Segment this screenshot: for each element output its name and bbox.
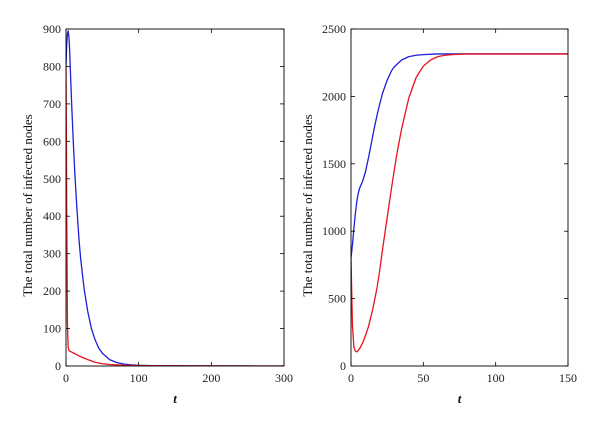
- y-tick-label: 2000: [322, 89, 346, 103]
- x-axis-label: t: [173, 391, 177, 406]
- y-axis-label: The total number of infected nodes: [300, 114, 315, 296]
- y-tick-label: 200: [43, 284, 61, 298]
- chart-panel-1: 0 100 200 300 0 100 200 300 400 500 600 700 800 900 t T…: [20, 22, 293, 406]
- y-tick-label: 1000: [322, 224, 346, 238]
- y-tick-label: 0: [340, 359, 346, 373]
- y-axis-label: The total number of infected nodes: [20, 114, 35, 296]
- x-tick-label: 0: [348, 371, 354, 385]
- y-tick-label: 1500: [322, 157, 346, 171]
- x-tick-label: 100: [130, 371, 148, 385]
- y-tick-label: 300: [43, 247, 61, 261]
- y-tick-label: 500: [328, 292, 346, 306]
- y-tick-label: 900: [43, 22, 61, 36]
- series-line-1: [351, 53, 568, 259]
- y-tick-label: 500: [43, 172, 61, 186]
- y-tick-label: 0: [55, 359, 61, 373]
- y-tick-label: 800: [43, 59, 61, 73]
- series-line-1: [66, 30, 284, 366]
- x-tick-label: 50: [417, 371, 429, 385]
- plot-frame: [65, 28, 285, 367]
- y-tick-label: 100: [43, 322, 61, 336]
- x-tick-label: 0: [63, 371, 69, 385]
- x-tick-label: 150: [559, 371, 577, 385]
- plot-frame: [350, 28, 569, 367]
- x-tick-label: 200: [202, 371, 220, 385]
- series-line-2: [351, 53, 568, 353]
- y-tick-label: 600: [43, 134, 61, 148]
- y-tick-label: 400: [43, 209, 61, 223]
- series-line-2: [66, 66, 284, 366]
- x-axis-label: t: [458, 391, 462, 406]
- y-tick-label: 700: [43, 97, 61, 111]
- y-tick-label: 2500: [322, 22, 346, 36]
- x-tick-label: 300: [275, 371, 293, 385]
- x-tick-label: 100: [487, 371, 505, 385]
